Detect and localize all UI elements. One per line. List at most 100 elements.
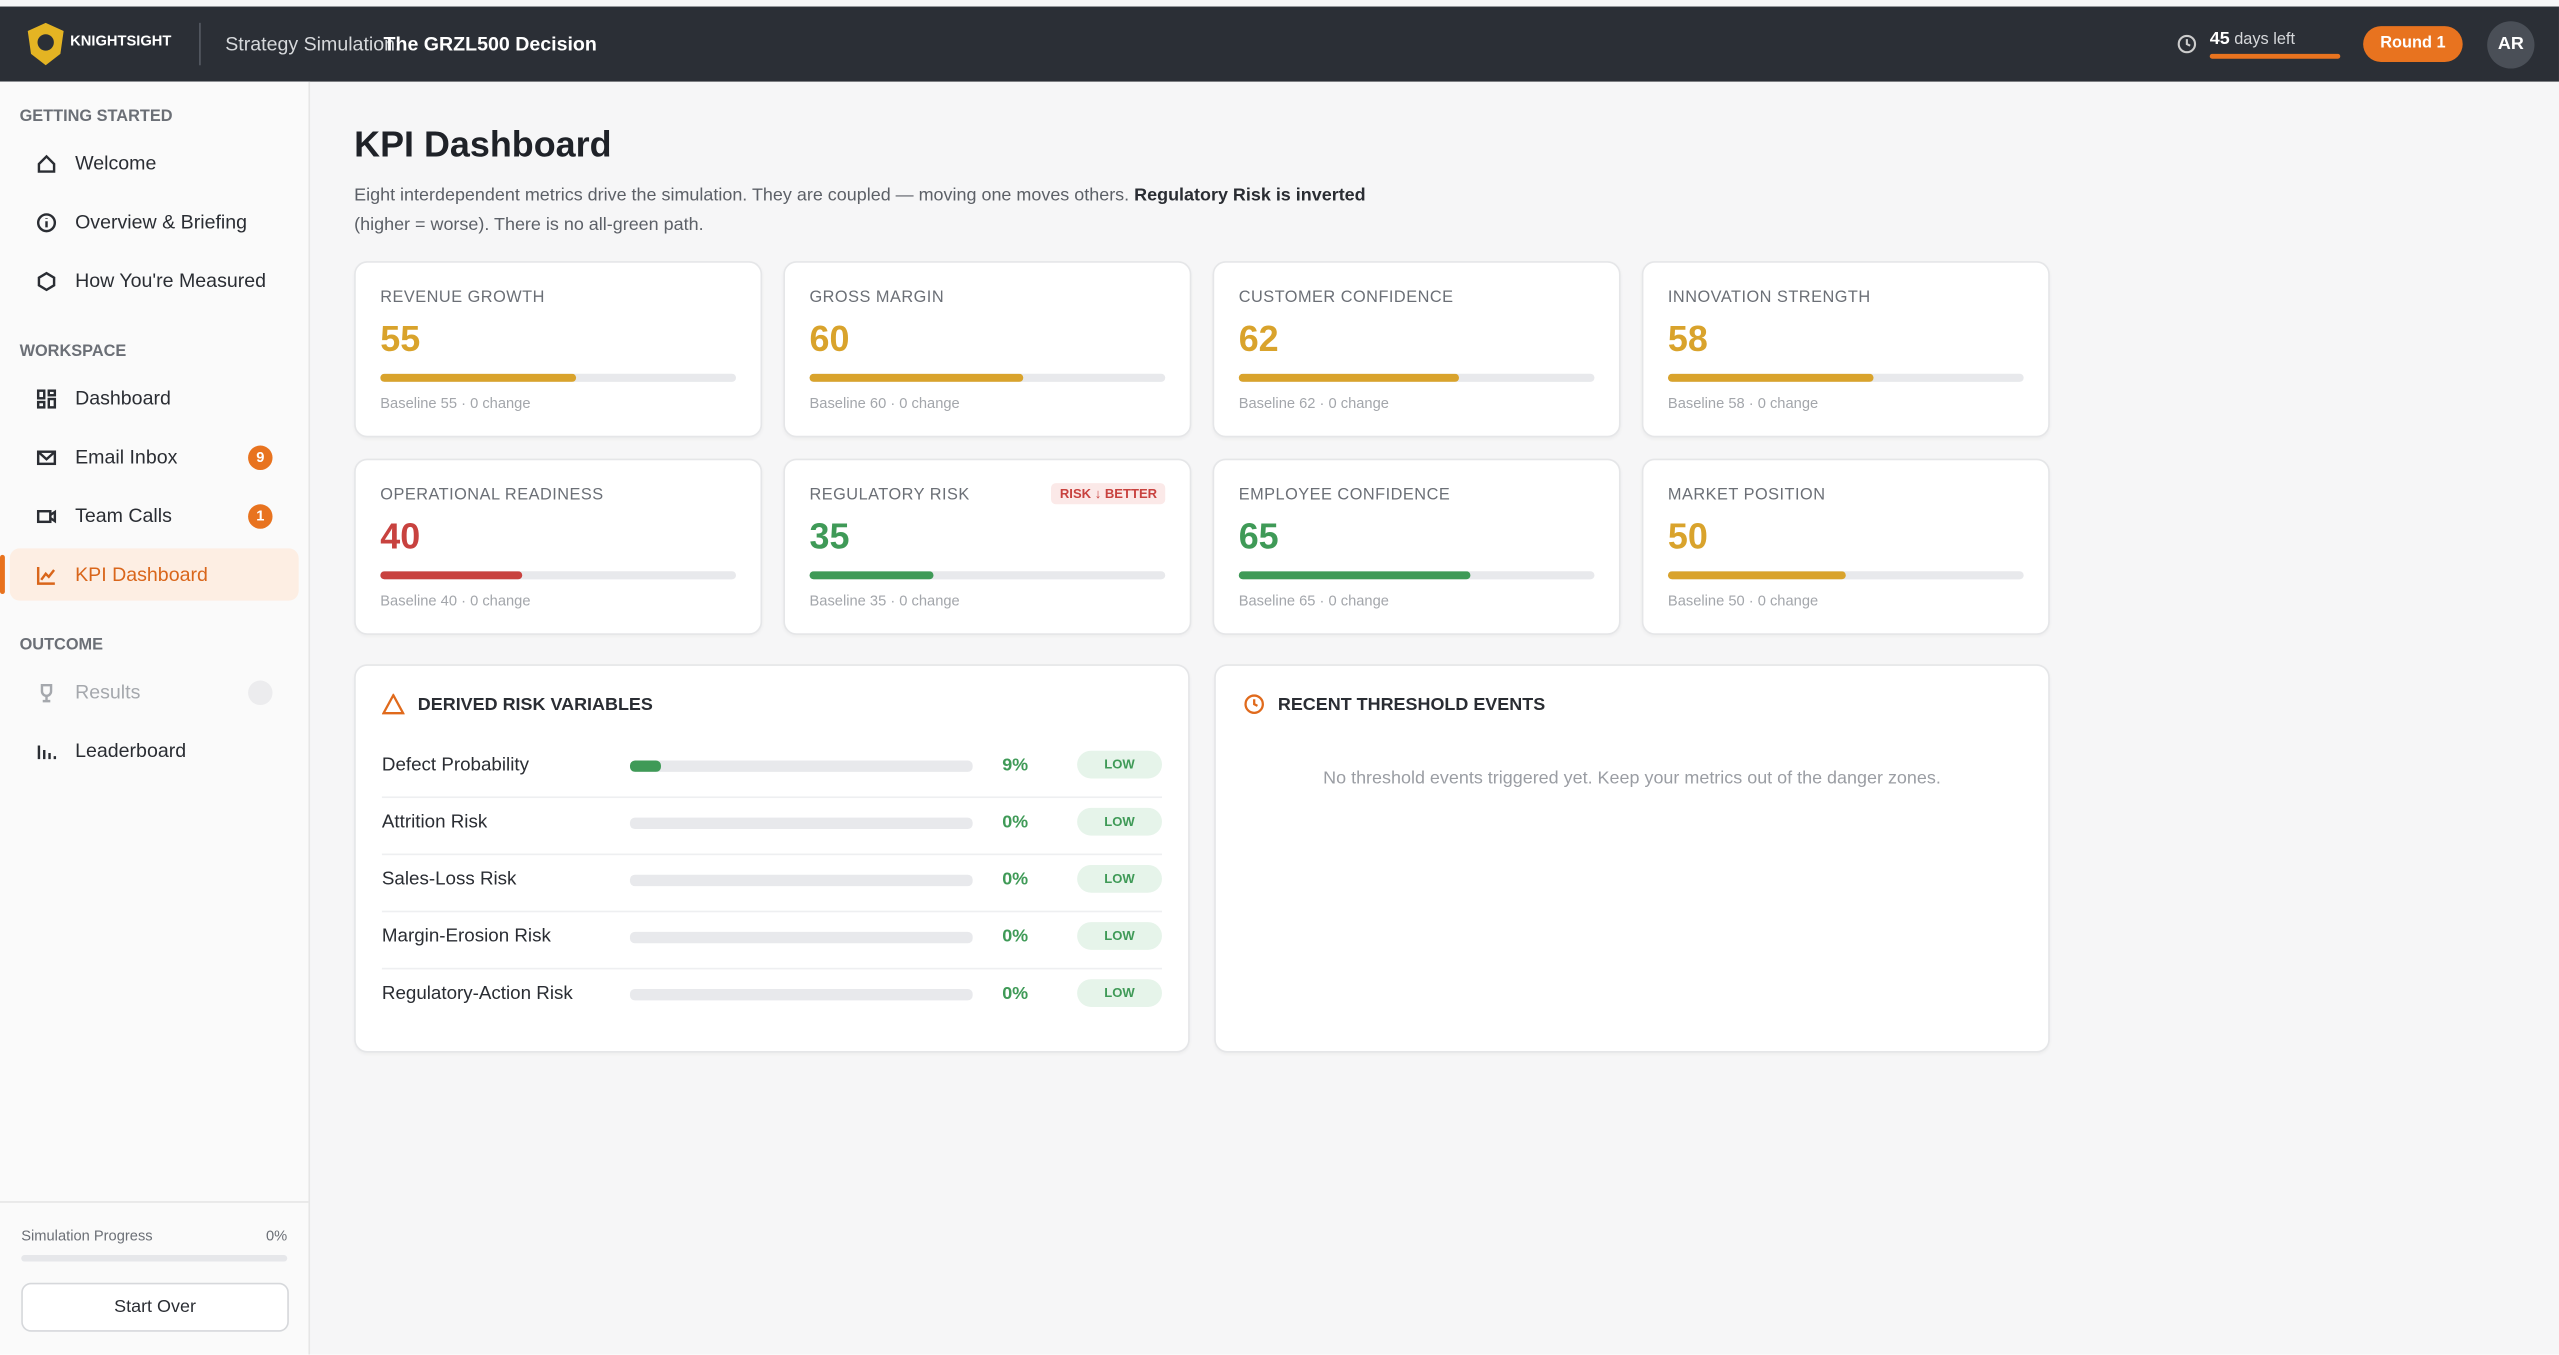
kpi-name: REVENUE GROWTH xyxy=(380,288,545,307)
risk-bar xyxy=(629,760,661,772)
risk-row: Regulatory-Action Risk 0% LOW xyxy=(382,968,1162,1025)
risk-title: DERIVED RISK VARIABLES xyxy=(417,695,653,715)
kpi-value: 50 xyxy=(1667,515,1708,557)
kpi-baseline: Baseline 65 · 0 change xyxy=(1238,592,1389,609)
risk-level: LOW xyxy=(1077,979,1162,1007)
nav-label[interactable]: Dashboard xyxy=(75,386,171,410)
nav-item[interactable]: How You're Measured xyxy=(10,255,299,307)
kpi-bar xyxy=(809,373,1023,382)
kpi-track xyxy=(809,571,1166,580)
events-empty: No threshold events triggered yet. Keep … xyxy=(1323,768,1941,789)
nav-item[interactable]: Email Inbox 9 xyxy=(10,431,299,483)
risk-pct: 0% xyxy=(1002,869,1029,890)
nav-item[interactable]: Team Calls 1 xyxy=(10,490,299,542)
kpi-track xyxy=(380,571,737,580)
risk-pct: 9% xyxy=(1002,755,1029,776)
kpi-bar xyxy=(1667,571,1846,580)
round-button[interactable]: Round 1 xyxy=(2363,26,2463,63)
kpi-value: 65 xyxy=(1238,515,1279,557)
clock-icon xyxy=(2177,34,2197,54)
kpi-card: REGULATORY RISK RISK ↓ BETTER 35 Baseline 3… xyxy=(783,458,1192,635)
events-panel: RECENT THRESHOLD EVENTS No threshold eve… xyxy=(1214,664,2050,1053)
kpi-baseline: Baseline 62 · 0 change xyxy=(1238,394,1389,412)
logo xyxy=(27,22,64,66)
page-title: KPI Dashboard xyxy=(354,124,612,165)
avatar[interactable]: AR xyxy=(2487,21,2535,69)
risk-panel: DERIVED RISK VARIABLES Defect Probabilit… xyxy=(354,664,1190,1053)
kpi-tag: RISK ↓ BETTER xyxy=(1051,483,1166,505)
desc-text: Eight interdependent metrics drive the s… xyxy=(354,186,1130,206)
kpi-name: INNOVATION STRENGTH xyxy=(1667,288,1871,307)
risk-level: LOW xyxy=(1077,864,1162,893)
kpi-bar xyxy=(380,571,523,580)
desc-end: (higher = worse). There is no all-green … xyxy=(354,215,704,236)
nav-icon xyxy=(36,566,56,585)
kpi-value: 40 xyxy=(380,515,421,557)
nav-icon xyxy=(36,449,57,465)
kpi-track xyxy=(1667,571,2024,580)
section-heading: GETTING STARTED xyxy=(19,107,173,126)
nav-icon xyxy=(37,270,56,291)
risk-row: Defect Probability 9% LOW xyxy=(381,739,1162,799)
kpi-value: 62 xyxy=(1238,318,1279,360)
start-over-label[interactable]: Start Over xyxy=(114,1297,196,1318)
kpi-bar xyxy=(1238,571,1470,580)
nav-item[interactable]: Welcome xyxy=(10,137,299,189)
kpi-card: GROSS MARGIN 60 Baseline 60 · 0 change xyxy=(783,261,1192,438)
kpi-card: CUSTOMER CONFIDENCE 62 Baseline 62 · 0 cha… xyxy=(1212,261,1621,438)
sidebar: GETTING STARTED Welcome Overview & Briefin… xyxy=(0,81,311,1355)
risk-pct: 0% xyxy=(1002,812,1029,833)
kpi-name: OPERATIONAL READINESS xyxy=(380,486,604,505)
start-over-button[interactable]: Start Over xyxy=(21,1282,289,1332)
risk-name: Sales-Loss Risk xyxy=(381,869,517,890)
nav-item[interactable]: Overview & Briefing xyxy=(10,196,299,248)
lock-badge xyxy=(248,680,273,706)
kpi-baseline: Baseline 60 · 0 change xyxy=(809,394,960,412)
risk-name: Margin-Erosion Risk xyxy=(381,926,551,947)
risk-row: Margin-Erosion Risk 0% LOW xyxy=(381,911,1162,970)
kpi-baseline: Baseline 50 · 0 change xyxy=(1667,592,1819,609)
kpi-bar xyxy=(809,571,934,580)
nav-badge: 9 xyxy=(248,445,273,471)
kpi-name: EMPLOYEE CONFIDENCE xyxy=(1238,486,1451,505)
nav-item[interactable]: Leaderboard xyxy=(10,725,299,777)
risk-track xyxy=(629,931,973,944)
nav-label[interactable]: How You're Measured xyxy=(75,269,267,293)
section-heading: OUTCOME xyxy=(19,636,103,655)
kpi-track xyxy=(1238,571,1595,580)
nav-label[interactable]: Leaderboard xyxy=(75,739,187,763)
risk-level: LOW xyxy=(1077,922,1162,950)
risk-level: LOW xyxy=(1077,807,1162,836)
nav-label[interactable]: Welcome xyxy=(75,151,157,175)
description: Eight interdependent metrics drive the s… xyxy=(354,181,1398,240)
section-heading: WORKSPACE xyxy=(19,342,127,361)
brand: KNIGHTSIGHT xyxy=(70,32,172,49)
kpi-value: 58 xyxy=(1667,318,1708,360)
risk-track xyxy=(629,988,973,1001)
nav-item[interactable]: Results xyxy=(10,666,299,718)
kpi-card: MARKET POSITION 50 Baseline 50 · 0 change xyxy=(1641,458,2050,635)
kpi-bar xyxy=(1238,373,1460,382)
kpi-bar xyxy=(380,373,576,382)
kpi-track xyxy=(1238,373,1595,382)
nav-icon xyxy=(36,388,57,408)
risk-name: Attrition Risk xyxy=(381,812,488,833)
kpi-baseline: Baseline 35 · 0 change xyxy=(809,592,960,609)
risk-track xyxy=(629,760,973,772)
risk-pct: 0% xyxy=(1002,984,1029,1004)
nav-label[interactable]: Results xyxy=(75,680,141,704)
nav-icon xyxy=(36,212,57,232)
kpi-value: 55 xyxy=(380,318,421,360)
nav-label[interactable]: KPI Dashboard xyxy=(75,563,208,586)
warn-icon xyxy=(381,693,405,715)
clock-icon xyxy=(1244,694,1264,714)
nav-label[interactable]: Email Inbox xyxy=(75,445,178,469)
nav-label[interactable]: Team Calls xyxy=(75,504,172,528)
nav-label[interactable]: Overview & Briefing xyxy=(75,210,248,234)
nav-item[interactable]: KPI Dashboard xyxy=(0,548,299,601)
nav-item[interactable]: Dashboard xyxy=(10,372,299,424)
kpi-name: REGULATORY RISK xyxy=(809,486,970,505)
main: KPI Dashboard Eight interdependent metri… xyxy=(310,82,2559,1355)
kpi-baseline: Baseline 58 · 0 change xyxy=(1667,394,1819,412)
